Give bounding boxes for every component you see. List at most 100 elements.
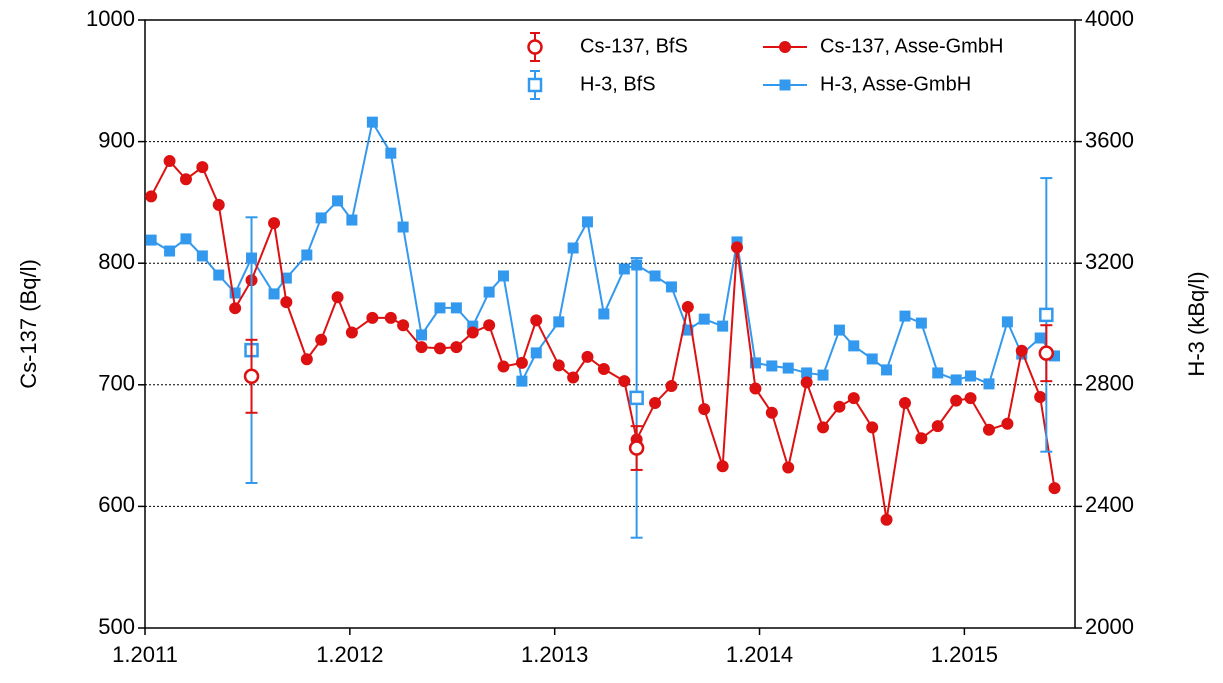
data-point <box>982 423 995 436</box>
data-point <box>397 319 410 332</box>
data-point <box>931 420 944 433</box>
legend-marker <box>779 41 791 53</box>
data-point <box>268 217 281 230</box>
y-tick-label: 500 <box>98 614 135 639</box>
series-line <box>150 119 1056 386</box>
data-point <box>628 440 645 456</box>
data-point <box>213 269 225 281</box>
legend-marker <box>527 39 543 55</box>
data-point <box>434 302 446 314</box>
y2-tick-label: 3200 <box>1085 249 1134 274</box>
data-point <box>898 397 911 410</box>
data-point <box>782 461 795 474</box>
data-point <box>817 369 829 381</box>
legend-marker <box>779 79 791 91</box>
data-point <box>366 116 378 128</box>
data-point <box>833 400 846 413</box>
x-tick-label: 1.2012 <box>316 642 383 667</box>
data-point <box>145 190 158 203</box>
legend-label: Cs-137, BfS <box>580 35 688 57</box>
data-point <box>345 326 358 339</box>
data-point <box>848 340 860 352</box>
data-point <box>180 233 192 245</box>
data-point <box>915 317 927 329</box>
data-point <box>881 364 893 376</box>
data-point <box>515 356 528 369</box>
data-point <box>731 241 744 254</box>
data-point <box>483 286 495 298</box>
data-point <box>581 350 594 363</box>
data-point <box>665 380 678 393</box>
y-axis-label: Cs-137 (Bq/l) <box>16 259 41 389</box>
legend-marker <box>527 77 543 93</box>
data-point <box>196 161 209 174</box>
data-point <box>598 308 610 320</box>
data-point <box>196 250 208 262</box>
x-tick-label: 1.2011 <box>112 642 178 667</box>
y2-tick-label: 2000 <box>1085 614 1134 639</box>
y-tick-label: 900 <box>98 127 135 152</box>
data-point <box>366 311 379 324</box>
data-point <box>416 329 428 341</box>
data-point <box>681 300 694 313</box>
data-point <box>716 460 729 473</box>
data-point <box>300 353 313 366</box>
data-point <box>782 362 794 374</box>
y-tick-label: 1000 <box>86 6 135 31</box>
data-point <box>950 374 962 386</box>
data-point <box>665 281 677 293</box>
data-point <box>915 432 928 445</box>
legend-label: H-3, Asse-GmbH <box>820 73 971 95</box>
data-point <box>649 270 661 282</box>
data-point <box>833 324 845 336</box>
data-point <box>331 291 344 304</box>
data-point <box>847 392 860 405</box>
data-point <box>397 221 409 233</box>
data-point <box>483 319 496 332</box>
data-point <box>497 270 509 282</box>
data-point <box>964 392 977 405</box>
data-point <box>553 316 565 328</box>
data-point <box>698 403 711 416</box>
data-point <box>315 333 328 346</box>
data-point <box>384 311 397 324</box>
data-point <box>1001 417 1014 430</box>
y2-axis-label: H-3 (kBq/l) <box>1184 271 1209 376</box>
data-point <box>179 173 192 186</box>
x-tick-label: 1.2014 <box>726 642 793 667</box>
data-point <box>983 378 995 390</box>
data-point <box>1039 307 1054 323</box>
data-point <box>950 394 963 407</box>
data-point <box>698 313 710 325</box>
data-point <box>516 375 528 387</box>
data-point <box>618 375 631 388</box>
data-point <box>243 368 260 385</box>
data-point <box>880 513 893 526</box>
y-tick-label: 700 <box>98 371 135 396</box>
data-point <box>866 353 878 365</box>
data-point <box>749 357 761 369</box>
data-point <box>145 234 157 246</box>
data-point <box>164 245 176 257</box>
data-point <box>229 302 242 315</box>
data-point <box>629 390 644 406</box>
data-point <box>315 212 327 224</box>
y-tick-label: 800 <box>98 249 135 274</box>
data-point <box>229 287 241 299</box>
data-point <box>567 242 579 254</box>
data-point <box>280 296 293 309</box>
data-point <box>817 421 830 434</box>
data-point <box>766 360 778 372</box>
data-point <box>597 362 610 375</box>
data-point <box>530 314 543 327</box>
data-point <box>1038 345 1055 361</box>
data-point <box>268 288 280 300</box>
data-point <box>567 371 580 384</box>
y-tick-label: 600 <box>98 492 135 517</box>
data-point <box>581 216 593 228</box>
y2-tick-label: 2400 <box>1085 492 1134 517</box>
data-point <box>466 326 479 339</box>
data-point <box>932 367 944 379</box>
legend-label: H-3, BfS <box>580 73 656 95</box>
